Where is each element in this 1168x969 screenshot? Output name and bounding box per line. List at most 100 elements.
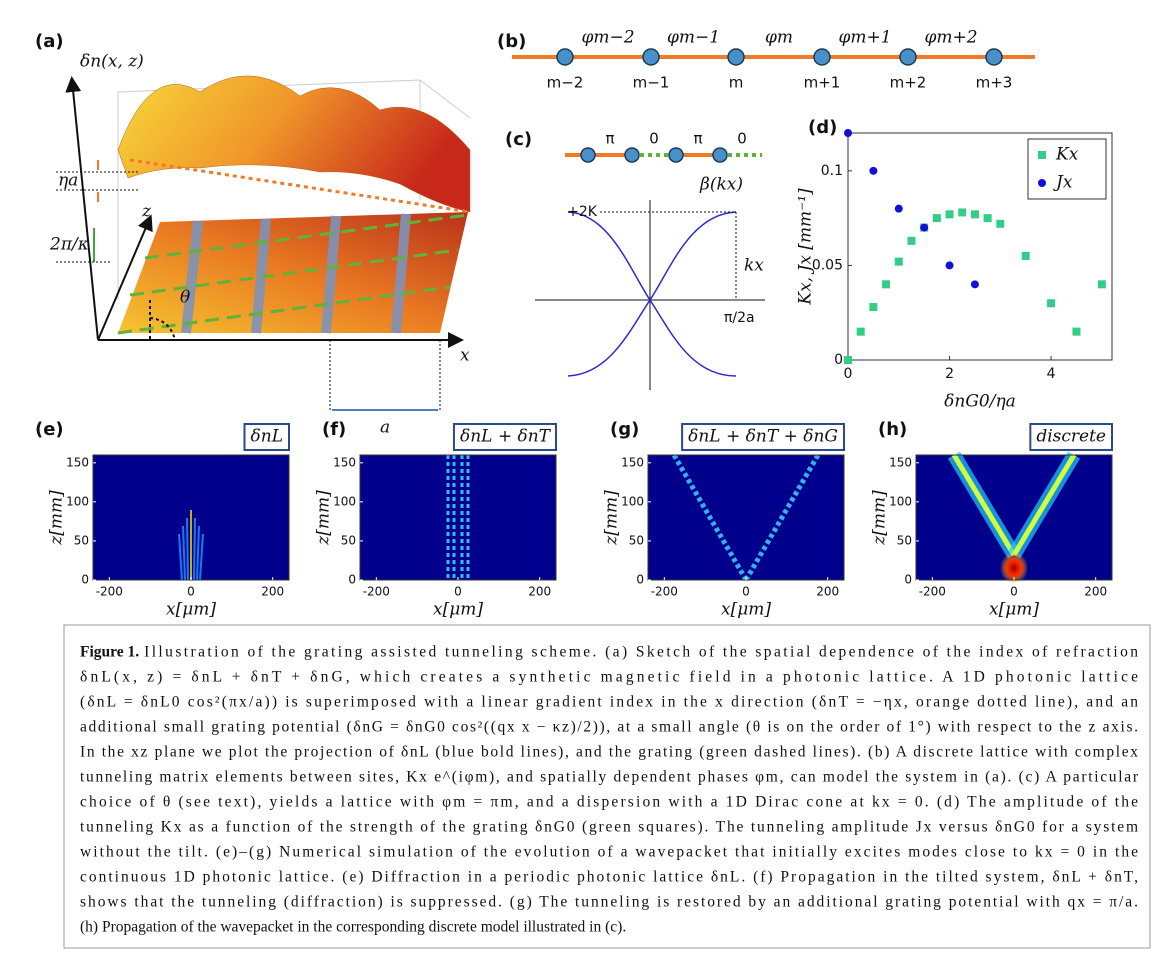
y-axis-label: Kx, Jx [mm⁻¹] — [796, 188, 816, 306]
legend-box — [1027, 138, 1107, 200]
y-tick-label: 0 — [81, 573, 89, 587]
axis-label: x — [460, 346, 470, 366]
plot-frame — [847, 132, 1113, 361]
beam — [671, 453, 749, 582]
caption-line: without the tilt. (e)–(g) Numerical simu… — [80, 844, 1138, 861]
x-tick-label: 0 — [454, 585, 462, 599]
legend-label: Kx — [1055, 145, 1079, 165]
marker — [1021, 251, 1030, 260]
y-tick-label: 0.1 — [821, 163, 843, 179]
panel-label: (c) — [505, 129, 532, 150]
heatmap-background — [360, 455, 556, 580]
site-label: m−1 — [633, 74, 670, 92]
panel-label: (e) — [35, 419, 64, 440]
x-tick-label: 200 — [1084, 585, 1107, 599]
y-tick-label: 100 — [66, 494, 89, 508]
y-tick-label: 150 — [66, 455, 89, 469]
beam — [196, 525, 200, 581]
y-tick-label: 0 — [904, 573, 912, 587]
x-tick-label: 4 — [1047, 366, 1056, 382]
lattice-site — [985, 48, 1003, 66]
title-box — [452, 423, 557, 451]
marker — [932, 214, 941, 223]
caption-line: δnL(x, z) = δnL + δnT + δnG, which creat… — [80, 669, 1138, 686]
title-box — [243, 423, 290, 451]
panel-label: (h) — [878, 419, 907, 440]
marker — [869, 166, 878, 175]
caption-line: choice of θ (see text), yields a lattice… — [80, 794, 1138, 811]
marker — [844, 356, 852, 364]
marker — [856, 327, 865, 336]
caption-line: shows that the tunneling (diffraction) i… — [80, 894, 1138, 911]
annotation: a — [380, 418, 390, 438]
annotation: π/2a — [724, 310, 755, 326]
y-tick-label: 50 — [897, 533, 912, 547]
marker — [907, 236, 916, 245]
y-axis-label: z[mm] — [870, 490, 890, 546]
annotation: θ — [180, 288, 190, 308]
caption-line: Illustration of the grating assisted tun… — [144, 644, 1138, 661]
panel-label: (f) — [322, 419, 346, 440]
beam — [1011, 453, 1077, 557]
marker — [1072, 327, 1081, 336]
y-tick-label: 50 — [341, 533, 356, 547]
y-tick-label: 100 — [333, 494, 356, 508]
caption-line: tunneling matrix elements between sites,… — [80, 769, 1139, 786]
marker — [945, 261, 954, 270]
x-tick-label: 200 — [528, 585, 551, 599]
x-tick-label: 0 — [187, 585, 195, 599]
axis-label: z — [141, 202, 152, 222]
marker — [970, 210, 979, 219]
caption-line: continuous 1D photonic lattice. (e) Diff… — [80, 869, 1138, 886]
annotation: β(kx) — [699, 175, 743, 195]
heatmap-background — [648, 455, 844, 580]
annotation: kx — [744, 256, 764, 276]
caption-line: additional small grating potential (δnG … — [80, 719, 1138, 736]
panel-title: discrete — [1036, 427, 1106, 447]
y-tick-label: 0 — [636, 573, 644, 587]
y-tick-label: 150 — [333, 455, 356, 469]
beam — [199, 533, 204, 581]
panel-label: (g) — [610, 419, 639, 440]
caption-line: In the xz plane we plot the projection o… — [80, 744, 1138, 761]
y-tick-label: 100 — [889, 494, 912, 508]
phase-label: φm−2 — [581, 28, 634, 48]
caption-frame — [63, 624, 1151, 949]
beam — [193, 517, 196, 581]
x-tick-label: 0 — [742, 585, 750, 599]
x-tick-label: -200 — [363, 585, 390, 599]
site-label: m+3 — [976, 74, 1013, 92]
phase-label: π — [605, 130, 614, 148]
heatmap — [360, 455, 556, 580]
title-box — [681, 423, 845, 451]
marker — [996, 219, 1005, 228]
marker — [983, 214, 992, 223]
panel-c-sketch — [535, 147, 765, 390]
title-box — [1029, 423, 1113, 451]
marker — [1038, 179, 1046, 187]
x-tick-label: 200 — [816, 585, 839, 599]
marker — [1047, 299, 1056, 308]
marker — [920, 223, 929, 232]
x-axis-label: x[μm] — [433, 600, 483, 620]
site-label: m+2 — [890, 74, 927, 92]
phase-label: φm+1 — [838, 28, 891, 48]
y-tick-label: 150 — [889, 455, 912, 469]
lattice-site — [556, 48, 574, 66]
lattice-site — [899, 48, 917, 66]
beam — [186, 517, 189, 581]
y-tick-label: 0 — [834, 352, 843, 368]
caption-line: (h) Propagation of the wavepacket in the… — [80, 919, 626, 936]
panel-label: (a) — [35, 31, 64, 52]
marker — [894, 204, 903, 213]
x-tick-label: -200 — [96, 585, 123, 599]
site-label: m+1 — [804, 74, 841, 92]
x-axis-label: x[μm] — [166, 600, 216, 620]
x-tick-label: 200 — [261, 585, 284, 599]
lattice-site — [642, 48, 660, 66]
x-axis-label: δnG0/ηa — [944, 392, 1016, 412]
legend-label: Jx — [1053, 173, 1073, 193]
marker — [970, 280, 979, 289]
axis-label: δn(x, z) — [80, 52, 144, 72]
